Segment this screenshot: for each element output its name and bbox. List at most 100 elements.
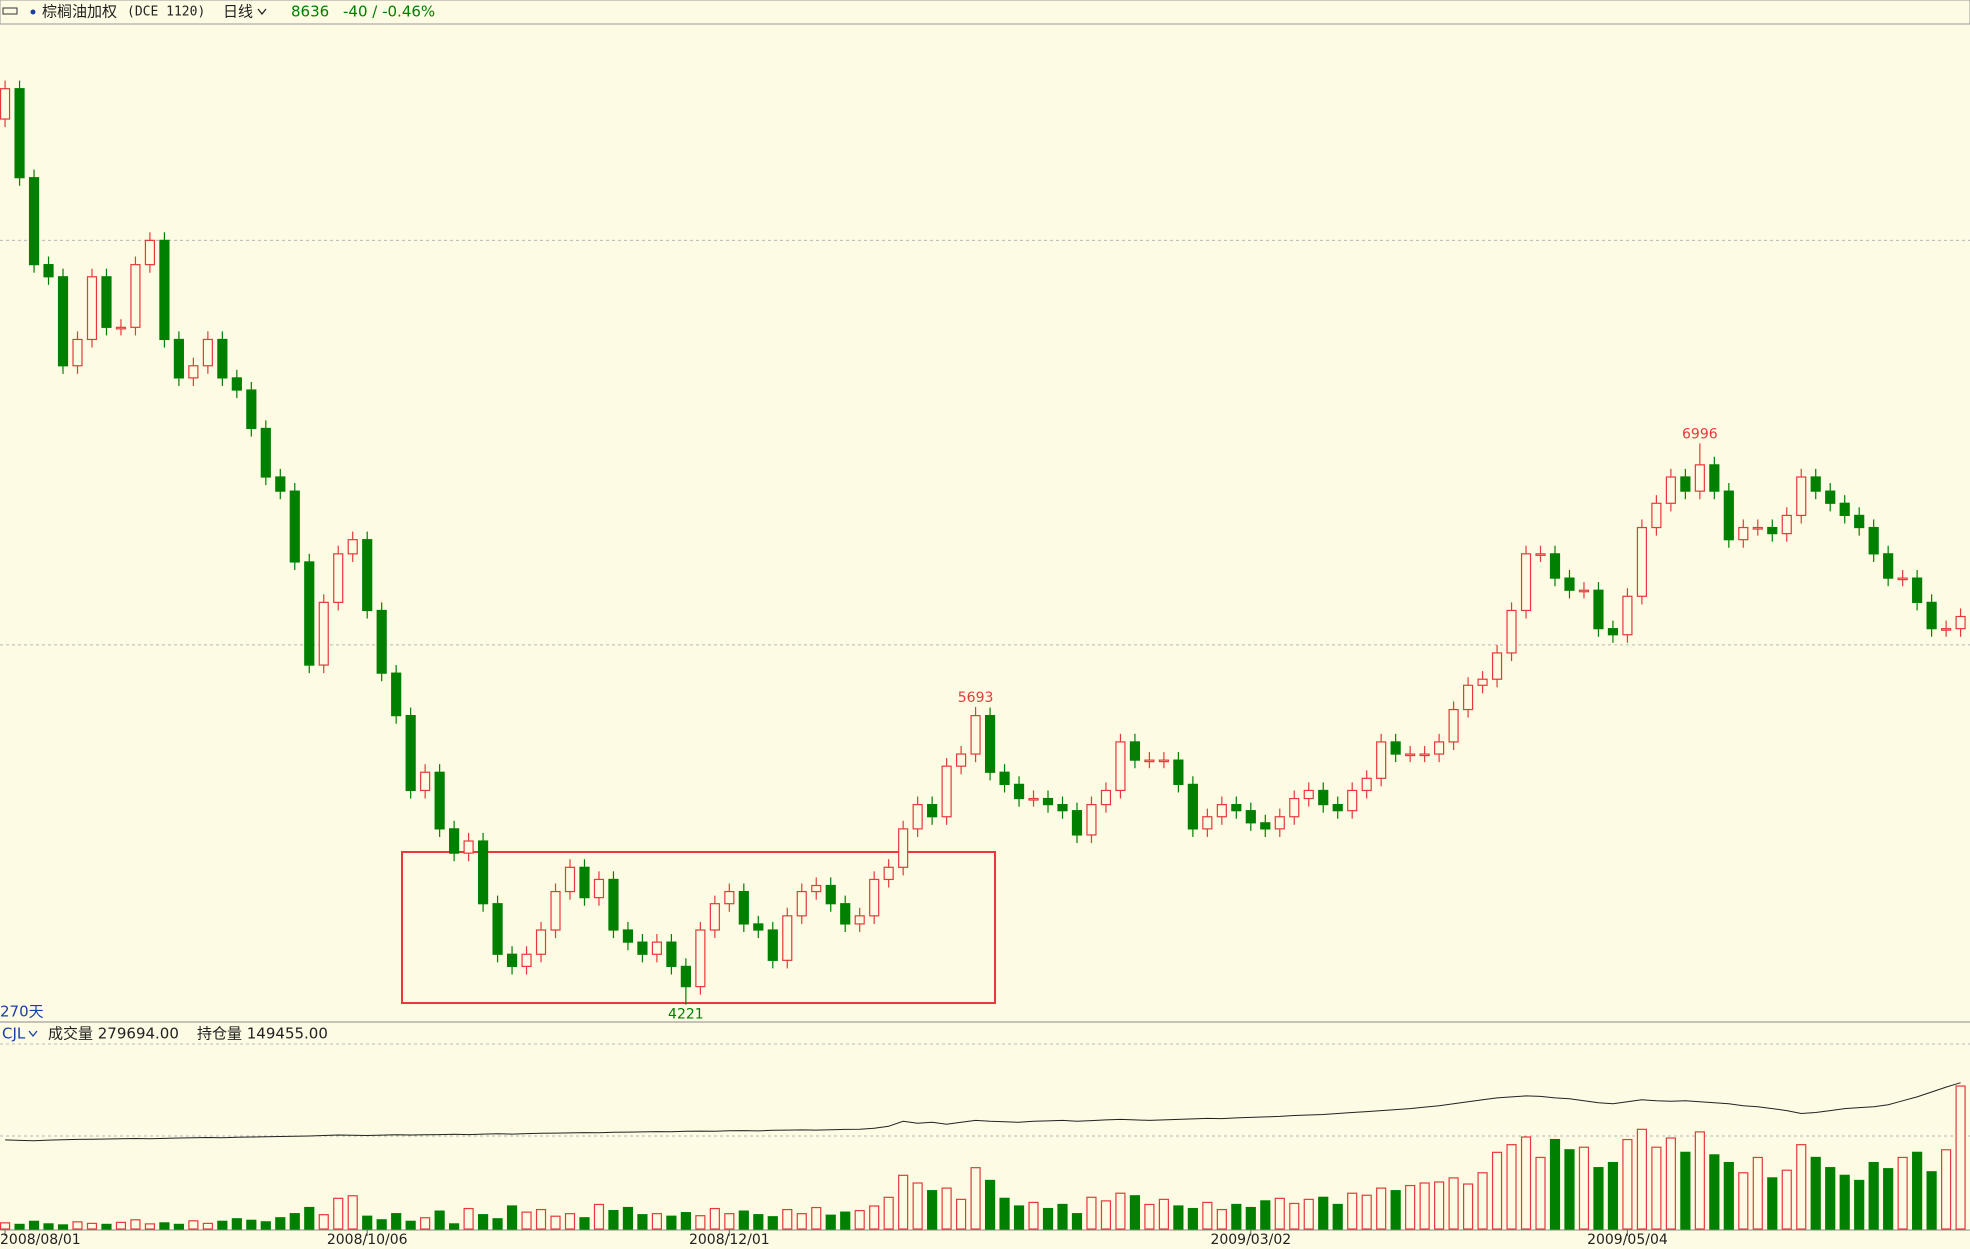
volume-bar (753, 1214, 764, 1230)
candle-body (333, 553, 344, 603)
volume-bar (1680, 1151, 1691, 1230)
candle-body (1955, 615, 1966, 630)
candle-body (1042, 797, 1054, 806)
volume-bar (289, 1213, 300, 1230)
volume-bar (202, 1222, 213, 1230)
candle-body (1825, 490, 1836, 504)
candle-body (651, 941, 662, 955)
volume-bar (1086, 1196, 1097, 1230)
candle-body (1187, 783, 1198, 830)
candle-body (1651, 502, 1662, 529)
candle-body (883, 866, 894, 881)
volume-bar (1491, 1151, 1503, 1230)
candle-body (1810, 476, 1821, 492)
candle-body (782, 915, 793, 961)
volume-bar (260, 1221, 271, 1230)
candle-body (130, 264, 141, 328)
candle-body (1883, 553, 1894, 579)
volume-bar (391, 1213, 402, 1230)
candle-body (1347, 789, 1358, 812)
symbol-name: 棕榈油加权 (42, 3, 117, 21)
volume-bar (1376, 1187, 1387, 1230)
period-dropdown-arrow[interactable] (257, 8, 267, 16)
candle-body (1665, 476, 1676, 504)
candle-body (449, 828, 460, 854)
candle-body (912, 804, 923, 830)
volume-bar (449, 1223, 460, 1230)
candle-body (1477, 678, 1488, 686)
candle-body (1028, 797, 1039, 801)
candle-body (970, 715, 981, 755)
candle-body (492, 903, 503, 955)
x-tick-label: 2009/05/04 (1587, 1232, 1668, 1248)
window-icon[interactable] (2, 7, 18, 15)
volume-bar (1361, 1194, 1372, 1230)
volume-bar (651, 1213, 662, 1230)
candle-body (941, 765, 952, 818)
candle-body (608, 878, 619, 931)
candle-body (637, 941, 648, 955)
candle-body (1100, 789, 1112, 806)
volume-bar (1289, 1202, 1300, 1230)
volume-bar (1231, 1203, 1242, 1230)
candle-body (1144, 759, 1155, 763)
volume-bar (1434, 1181, 1445, 1230)
candle-body (304, 561, 315, 666)
volume-bar (1535, 1156, 1546, 1230)
candle-body (1868, 526, 1879, 555)
candle-body (362, 539, 373, 612)
candle-body (1506, 609, 1517, 654)
candle-body (1723, 490, 1734, 541)
volume-bar (275, 1217, 286, 1230)
volume-bar (898, 1174, 909, 1230)
candle-body (1390, 741, 1401, 755)
candle-body (434, 771, 445, 830)
volume-bar (159, 1222, 170, 1230)
volume-bar (724, 1213, 735, 1230)
candle-body (1709, 464, 1720, 492)
candle-body (1564, 577, 1575, 591)
candle-body (1912, 577, 1923, 603)
extreme-label: 6996 (1682, 426, 1718, 442)
candle-body (1013, 783, 1025, 800)
period-selector[interactable]: 日线 (223, 3, 253, 21)
volume-bar (1100, 1200, 1112, 1230)
volume-bar (1202, 1201, 1213, 1230)
volume-bar (796, 1213, 807, 1230)
candle-body (1376, 741, 1387, 779)
symbol-dot (30, 9, 36, 15)
volume-bar (1318, 1196, 1329, 1230)
volume-bar (521, 1211, 532, 1230)
candle-body (753, 923, 764, 931)
open-interest-line (5, 1082, 1961, 1142)
indicator-selector[interactable]: CJL (2, 1025, 26, 1043)
candle-body (159, 239, 170, 341)
candle-body (14, 88, 25, 179)
candle-body (101, 276, 112, 328)
candle-body (680, 965, 691, 988)
volume-bar (1520, 1136, 1532, 1230)
candle-body (1274, 816, 1285, 830)
candle-body (1520, 553, 1532, 612)
volume-bar (477, 1214, 489, 1230)
candle-body (173, 338, 184, 379)
volume-bar (637, 1214, 648, 1230)
volume-bar (941, 1187, 952, 1230)
candle-body (57, 276, 69, 367)
volume-bar (579, 1217, 590, 1230)
volume-bar (1752, 1156, 1763, 1230)
volume-bar (1651, 1146, 1662, 1230)
volume-bar (782, 1208, 793, 1230)
candle-body (1767, 526, 1778, 535)
volume-bar (463, 1207, 474, 1230)
day-count: 270天 (0, 1003, 44, 1021)
volume-bar (1926, 1171, 1937, 1230)
volume-bar (1245, 1206, 1256, 1230)
candle-body (1434, 741, 1445, 755)
volume-bar (173, 1223, 184, 1230)
candle-body (1738, 526, 1749, 541)
volume-bar (1419, 1182, 1430, 1230)
volume-bar (825, 1214, 836, 1230)
x-tick-label: 2009/03/02 (1210, 1232, 1291, 1248)
indicator-dropdown-arrow[interactable] (28, 1030, 38, 1038)
